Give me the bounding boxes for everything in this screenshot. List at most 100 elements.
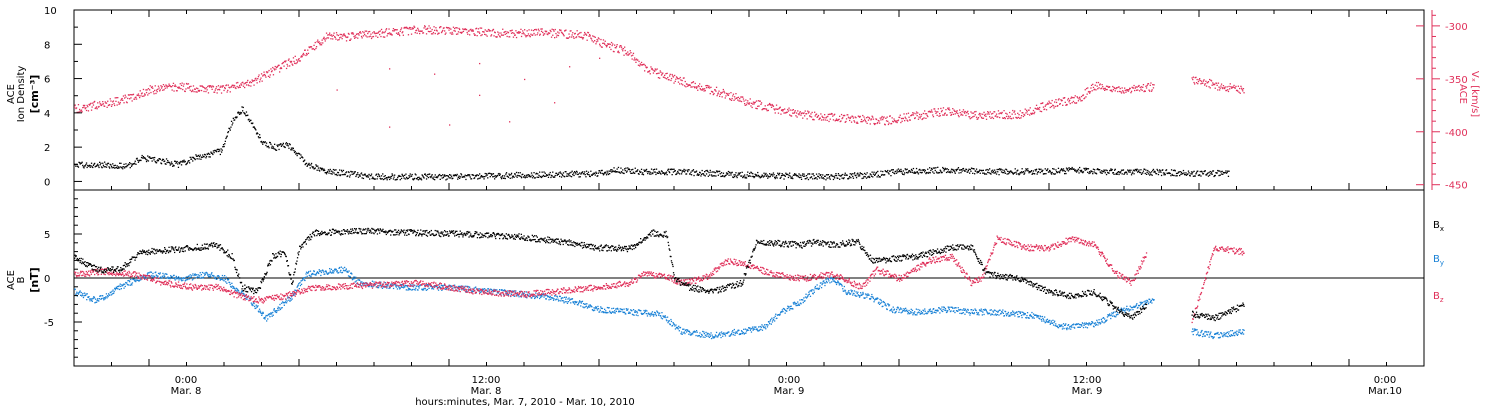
by-point [273, 308, 275, 310]
vx-point [648, 71, 650, 73]
vx-point [1074, 95, 1076, 97]
vx-point [795, 115, 797, 117]
by-point [741, 331, 743, 333]
by-point [560, 298, 562, 300]
vx-point [850, 116, 852, 118]
ion-density-point [492, 176, 494, 178]
by-point [703, 331, 705, 333]
ion-density-point [421, 174, 423, 176]
ion-density-point [570, 176, 573, 178]
vx-point [882, 117, 885, 119]
ion-density-point [132, 163, 134, 165]
ion-density-point [489, 172, 491, 174]
by-point [772, 319, 774, 321]
vx-point [190, 85, 192, 87]
ion-density-point [122, 166, 125, 168]
ion-density-point [316, 169, 318, 171]
vx-point [424, 26, 426, 28]
ion-density-point [278, 148, 280, 151]
ion-density-point [905, 169, 907, 171]
by-point [217, 275, 220, 277]
vx-point [449, 27, 451, 29]
by-point [312, 272, 314, 275]
ion-density-point [864, 176, 866, 178]
vx-point [639, 65, 641, 67]
vx-point [977, 117, 980, 119]
ion-density-point [577, 173, 579, 176]
ion-density-point [1192, 175, 1195, 177]
ion-density-point [240, 112, 243, 114]
ion-density-point [1004, 171, 1006, 173]
vx-point [473, 33, 475, 35]
by-point [187, 278, 189, 281]
by-point [148, 272, 150, 274]
ion-density-point [929, 167, 931, 169]
vx-point [664, 74, 666, 76]
by-point [567, 298, 569, 300]
vx-point [145, 89, 147, 91]
ion-density-point [133, 163, 135, 165]
vx-point [495, 36, 497, 38]
ion-density-point [1082, 171, 1085, 173]
ion-density-point [184, 160, 186, 163]
by-point [210, 276, 212, 278]
by-point [380, 281, 382, 283]
vx-point [528, 29, 530, 31]
vx-point [1137, 85, 1140, 87]
ion-density-point [1162, 169, 1164, 171]
vx-point [1048, 100, 1050, 102]
vx-point [167, 85, 169, 87]
ion-density-point [274, 148, 276, 150]
ion-density-point [714, 172, 716, 174]
by-point [613, 312, 615, 314]
vx-point [860, 121, 862, 123]
vx-point [472, 30, 474, 32]
ion-density-point [702, 173, 705, 175]
ion-density-point [809, 177, 811, 179]
ion-density-point [686, 169, 688, 171]
ion-density-point [269, 142, 271, 144]
ion-density-point [614, 170, 616, 172]
by-point [655, 315, 657, 317]
vx-point [657, 77, 660, 79]
vx-point [1102, 86, 1104, 88]
ion-density-point [807, 173, 809, 175]
by-point [515, 290, 517, 292]
ion-density-point [155, 162, 158, 164]
ion-density-point [295, 152, 298, 154]
vx-point [180, 88, 182, 90]
by-point [317, 272, 319, 274]
by-point [416, 285, 418, 287]
ion-density-point [239, 111, 241, 114]
vx-point [225, 84, 228, 86]
ion-density-point [1089, 171, 1091, 173]
ion-density-point [468, 175, 470, 177]
vx-point [828, 120, 830, 123]
ion-density-point [1212, 170, 1214, 172]
ion-density-point [557, 173, 560, 175]
ion-density-point [1050, 173, 1053, 175]
by-point [195, 274, 197, 276]
ion-density-point [892, 171, 894, 173]
ion-density-point [885, 170, 887, 173]
ion-density-point [144, 157, 146, 160]
by-point [569, 298, 571, 301]
vx-point [727, 94, 729, 96]
by-point [117, 288, 119, 290]
ion-density-point [761, 174, 763, 176]
by-point [442, 285, 444, 287]
vx-point [511, 29, 513, 31]
vx-point [526, 30, 528, 32]
by-point [116, 285, 119, 288]
ion-density-point [103, 166, 105, 168]
by-point [304, 276, 307, 278]
ion-density-point [125, 163, 127, 165]
ion-density-point [653, 171, 655, 173]
vx-point [575, 36, 578, 38]
by-point [198, 276, 200, 279]
ion-density-point [90, 165, 92, 167]
vx-point [1242, 88, 1245, 90]
ion-density-point [952, 168, 954, 171]
by-point [106, 295, 109, 297]
vx-point [897, 119, 900, 121]
